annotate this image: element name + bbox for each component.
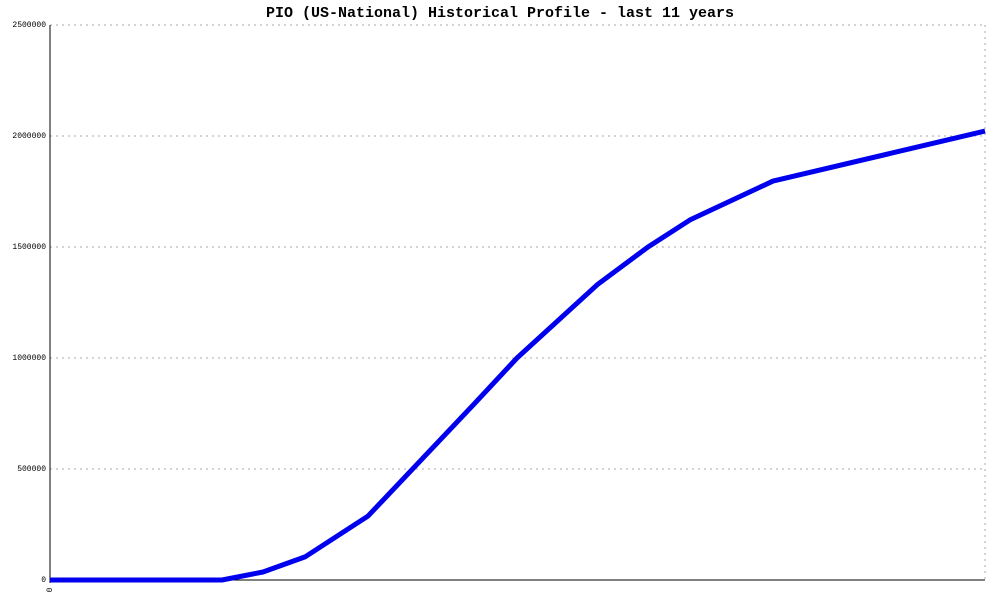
y-tick-label: 0 [41,576,46,585]
y-tick-label: 2500000 [12,21,46,30]
y-tick-label: 1000000 [12,354,46,363]
y-tick-label: 1500000 [12,243,46,252]
data-line [50,128,986,583]
x-tick-label: 0 [46,587,55,592]
chart-title: PIO (US-National) Historical Profile - l… [266,5,734,22]
y-tick-label: 2000000 [12,132,46,141]
y-tick-label: 500000 [17,465,46,474]
